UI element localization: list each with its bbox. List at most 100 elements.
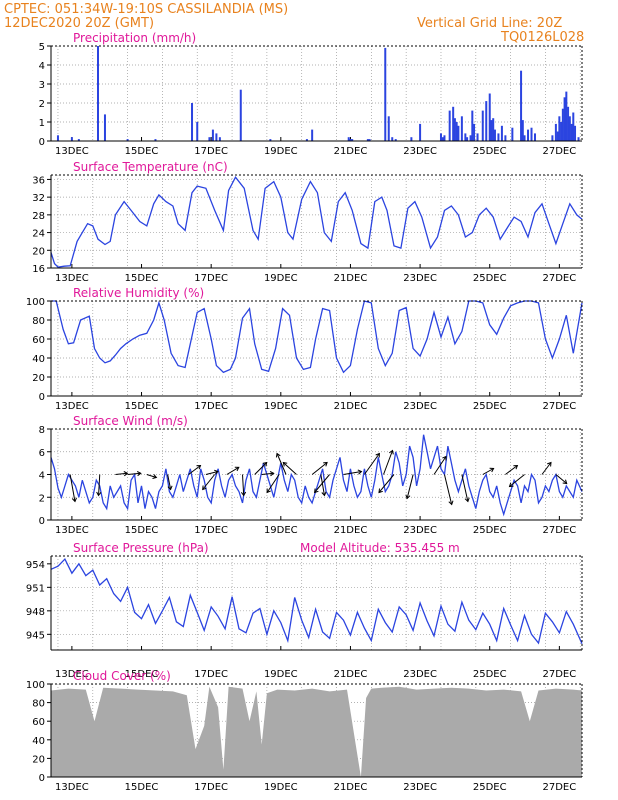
precip-bar [521, 120, 524, 141]
wind-arrow-head [214, 469, 219, 475]
temperature-ytick-label: 32 [32, 193, 45, 204]
wind-arrow-head [508, 482, 514, 488]
precipitation-ytick-label: 3 [39, 80, 45, 91]
precip-bar [572, 112, 575, 141]
precip-bar [570, 123, 573, 141]
precip-bar [211, 129, 214, 141]
wind-arrow-head [275, 452, 281, 458]
humidity-ytick-label: 0 [39, 392, 45, 403]
precip-bar [520, 70, 523, 141]
wind-arrow [363, 453, 380, 475]
wind-arrow [461, 474, 469, 502]
precip-bar [384, 47, 387, 141]
precip-bar [196, 122, 199, 141]
wind-arrow [343, 471, 362, 475]
precip-bar [97, 46, 100, 141]
cloud-cover-ytick-label: 40 [32, 736, 45, 747]
precip-bar [455, 122, 458, 141]
precipitation-ytick-label: 1 [39, 118, 45, 129]
precip-bar [443, 135, 446, 141]
precip-bar [560, 122, 563, 141]
temperature-title: Surface Temperature (nC) [73, 160, 228, 174]
precip-bar [126, 139, 129, 141]
precipitation-title: Precipitation (mm/h) [73, 31, 196, 45]
wind-arrow [555, 474, 568, 484]
wind-arrow-head [513, 464, 519, 470]
wind-xtick-label: 17DEC [194, 525, 228, 536]
product-code: TQ0126L028 [501, 30, 585, 45]
wind-arrow-head [442, 455, 447, 461]
wind-arrow [242, 474, 245, 496]
precip-bar [305, 139, 308, 141]
precip-bar [488, 93, 491, 141]
pressure-xtick-label: 25DEC [473, 669, 507, 680]
precip-bar [366, 139, 369, 141]
cloud-cover-xtick-label: 21DEC [334, 782, 368, 793]
precip-bar [492, 118, 495, 141]
pressure-annotation: Model Altitude: 535.455 m [300, 541, 460, 555]
humidity-xtick-label: 23DEC [403, 401, 437, 412]
precip-bar [563, 97, 566, 141]
precip-bar [558, 116, 561, 141]
precip-bar [556, 131, 559, 141]
cloud-cover-xtick-label: 13DEC [55, 782, 89, 793]
precip-bar [208, 137, 211, 141]
wind-arrow [188, 465, 201, 475]
wind-arrow-head [323, 461, 328, 467]
wind-arrow-head [202, 485, 207, 491]
wind-arrow-head [266, 488, 271, 494]
precip-bar [218, 137, 221, 141]
precip-bar [565, 91, 568, 141]
pressure-ytick-label: 948 [26, 607, 45, 618]
pressure-xtick-label: 21DEC [334, 669, 368, 680]
precip-bar [476, 133, 479, 141]
wind-arrow-head [152, 474, 158, 479]
precipitation-xtick-label: 13DEC [55, 146, 89, 157]
wind-arrow [282, 462, 297, 475]
wind-arrow [69, 474, 76, 502]
wind-arrow [314, 474, 330, 493]
precip-bar [239, 89, 242, 141]
precip-bar [471, 110, 474, 141]
wind-arrow [127, 472, 141, 475]
wind-arrow-head [321, 491, 327, 497]
cloud-cover-ytick-label: 80 [32, 699, 45, 710]
pressure-ytick-label: 951 [26, 583, 45, 594]
precipitation-xtick-label: 21DEC [334, 146, 368, 157]
wind-xtick-label: 19DEC [264, 525, 298, 536]
precipitation-xtick-label: 17DEC [194, 146, 228, 157]
wind-arrow [320, 474, 325, 496]
wind-arrow-head [464, 497, 470, 503]
precip-bar [215, 133, 218, 141]
wind-arrow-head [314, 488, 319, 494]
temperature-xtick-label: 15DEC [125, 273, 159, 284]
precipitation-ytick-label: 4 [39, 61, 45, 72]
vertical-grid-note: Vertical Grid Line: 20Z [417, 16, 563, 31]
cloud-cover-xtick-label: 27DEC [543, 782, 577, 793]
precip-bar [439, 133, 442, 141]
wind-arrow-head [357, 469, 363, 475]
precipitation-ytick-label: 2 [39, 99, 45, 110]
precipitation-ytick-label: 0 [39, 137, 45, 148]
pressure-xtick-label: 17DEC [194, 669, 228, 680]
precipitation-xtick-label: 25DEC [473, 146, 507, 157]
pressure-ytick-label: 954 [26, 560, 45, 571]
precip-bar [554, 123, 557, 141]
wind-ytick-label: 2 [39, 493, 45, 504]
precip-bar [191, 103, 194, 141]
wind-arrow [167, 474, 172, 490]
wind-arrow-head [269, 471, 275, 477]
wind-arrow-head [562, 479, 568, 485]
cloud-cover-xtick-label: 25DEC [473, 782, 507, 793]
precip-bar [453, 118, 456, 141]
wind-arrow [261, 472, 274, 475]
precip-bar [568, 116, 571, 141]
wind-arrow [406, 474, 414, 499]
precip-bar [481, 110, 484, 141]
precip-bar [473, 123, 476, 141]
wind-arrow-head [389, 449, 394, 455]
wind-arrow [115, 472, 128, 475]
wind-title: Surface Wind (m/s) [73, 414, 188, 428]
precip-bar [154, 139, 157, 141]
